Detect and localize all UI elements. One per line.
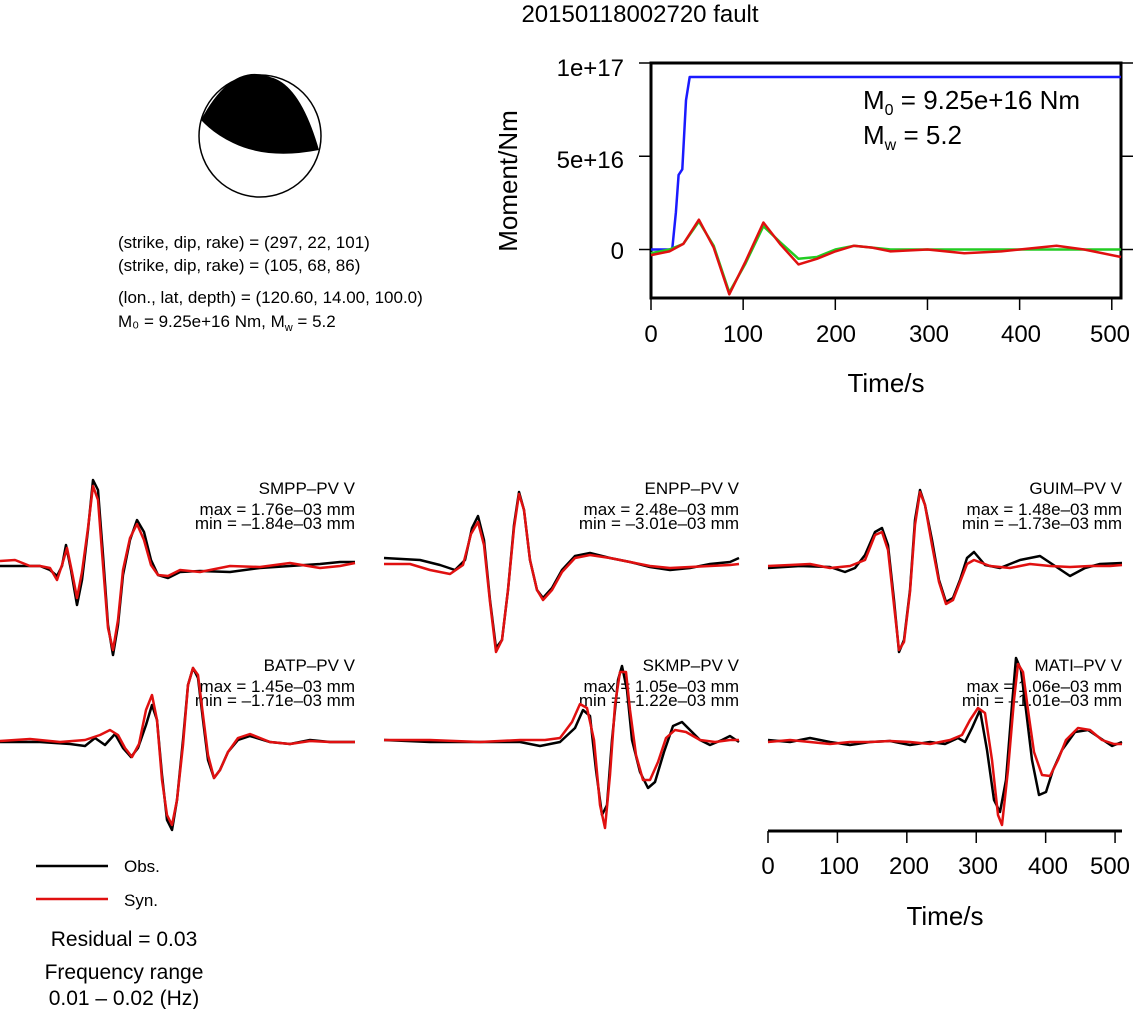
waveform-skmp-obs (383, 664, 740, 817)
waveform-smpp-syn (0, 484, 356, 652)
moment-ylabel: Moment/Nm (493, 110, 523, 252)
station-panel-guim: GUIM–PV V max = 1.48e–03 mm min = –1.73e… (962, 479, 1123, 533)
moment-xtick-label-500: 500 (1090, 321, 1130, 348)
moment-chart-frame (649, 61, 1123, 300)
moment-chart: Moment/Nm Time/s 1e+17 5e+16 0 0 100 200… (493, 55, 1133, 398)
focal-line-4-main: M₀ = 9.25e+16 Nm, M (118, 312, 285, 331)
moment-xtick-label-0: 0 (644, 321, 657, 348)
focal-line-3: (lon., lat, depth) = (120.60, 14.00, 100… (118, 288, 423, 307)
waveform-mati (767, 656, 1123, 827)
moment-xtick-label-300: 300 (909, 321, 949, 348)
station-name: MATI–PV V (1034, 656, 1122, 675)
station-name: GUIM–PV V (1029, 479, 1122, 498)
waveform-skmp-syn (384, 670, 739, 830)
station-name: BATP–PV V (264, 656, 356, 675)
waveform-xtick-label-300: 300 (958, 853, 998, 880)
legend-obs-label: Obs. (124, 857, 160, 876)
focal-line-4-sub: w (284, 322, 293, 334)
moment-annotation-mw: Mw = 5.2 (863, 120, 962, 154)
moment-annotation-m0-sub: 0 (885, 102, 894, 119)
station-min: min = –1.73e–03 mm (962, 514, 1122, 533)
residual-text: Residual = 0.03 (51, 928, 198, 951)
station-panel-skmp: SKMP–PV V max = 1.05e–03 mm min = –1.22e… (579, 656, 740, 710)
moment-annotation-m0-main: M (863, 85, 885, 115)
waveform-xtick-label-500: 500 (1090, 853, 1130, 880)
waveform-xtick-label-100: 100 (819, 853, 859, 880)
station-min: min = –1.22e–03 mm (579, 691, 739, 710)
moment-series-0 (651, 75, 1121, 251)
focal-line-1: (strike, dip, rake) = (297, 22, 101) (118, 233, 370, 252)
station-max: max = 2.48e–03 mm (584, 500, 739, 519)
waveform-enpp-syn (384, 492, 740, 654)
waveform-batp-syn (0, 666, 355, 827)
legend-syn-label: Syn. (124, 891, 158, 910)
moment-ytick-label-1e17: 1e+17 (557, 55, 624, 82)
waveform-axis-ticks (767, 831, 1116, 843)
station-max: max = 1.76e–03 mm (200, 500, 355, 519)
frequency-title: Frequency range (45, 961, 204, 984)
waveform-skmp (383, 664, 740, 830)
waveform-xlabel: Time/s (906, 901, 983, 931)
moment-annotation-mw-sub: w (884, 137, 897, 154)
moment-chart-ticks (639, 62, 1133, 310)
waveform-xtick-label-0: 0 (761, 853, 774, 880)
moment-ytick-label-5e16: 5e+16 (557, 147, 624, 174)
figure-title: 20150118002720 fault (521, 1, 758, 28)
focal-line-4-tail: = 5.2 (293, 312, 336, 331)
legend: Obs. Syn. (36, 857, 160, 910)
beachball-icon (198, 73, 322, 198)
station-panel-smpp: SMPP–PV V max = 1.76e–03 mm min = –1.84e… (195, 479, 356, 533)
station-min: min = –1.84e–03 mm (195, 514, 355, 533)
waveform-batp (0, 666, 355, 832)
focal-line-2: (strike, dip, rake) = (105, 68, 86) (118, 256, 360, 275)
moment-xlabel: Time/s (847, 368, 924, 398)
waveform-mati-syn (767, 662, 1122, 827)
station-min: min = –1.71e–03 mm (195, 691, 355, 710)
station-name: SMPP–PV V (259, 479, 356, 498)
waveform-time-axis: 0 100 200 300 400 500 Time/s (761, 829, 1130, 931)
waveform-smpp (0, 478, 356, 657)
station-max: max = 1.45e–03 mm (200, 677, 355, 696)
moment-series-1 (650, 220, 1121, 294)
moment-annotation-mw-value: = 5.2 (896, 120, 962, 150)
station-max: max = 1.48e–03 mm (967, 500, 1122, 519)
station-name: ENPP–PV V (645, 479, 740, 498)
waveform-xtick-label-400: 400 (1028, 853, 1068, 880)
station-panel-batp: BATP–PV V max = 1.45e–03 mm min = –1.71e… (195, 656, 356, 710)
moment-series-2 (650, 218, 1122, 296)
moment-annotation-mw-main: M (863, 120, 885, 150)
focal-line-4: M₀ = 9.25e+16 Nm, Mw = 5.2 (118, 312, 336, 334)
moment-xtick-label-100: 100 (723, 321, 763, 348)
waveform-xtick-label-200: 200 (889, 853, 929, 880)
moment-xtick-label-200: 200 (816, 321, 856, 348)
moment-xtick-label-400: 400 (1001, 321, 1041, 348)
waveform-guim-syn (767, 490, 1123, 652)
moment-annotation-m0: M0 = 9.25e+16 Nm (863, 85, 1080, 119)
waveform-guim (767, 488, 1123, 654)
frequency-value: 0.01 – 0.02 (Hz) (49, 987, 200, 1009)
station-name: SKMP–PV V (643, 656, 740, 675)
moment-chart-series (650, 75, 1122, 296)
station-max: max = 1.06e–03 mm (967, 677, 1122, 696)
station-max: max = 1.05e–03 mm (584, 677, 739, 696)
station-min: min = –1.01e–03 mm (962, 691, 1122, 710)
moment-annotation-m0-value: = 9.25e+16 Nm (894, 85, 1080, 115)
station-panel-enpp: ENPP–PV V max = 2.48e–03 mm min = –3.01e… (579, 479, 740, 533)
station-panel-mati: MATI–PV V max = 1.06e–03 mm min = –1.01e… (962, 656, 1123, 710)
moment-ytick-label-0: 0 (611, 238, 624, 265)
station-min: min = –3.01e–03 mm (579, 514, 739, 533)
waveform-enpp (383, 490, 740, 654)
